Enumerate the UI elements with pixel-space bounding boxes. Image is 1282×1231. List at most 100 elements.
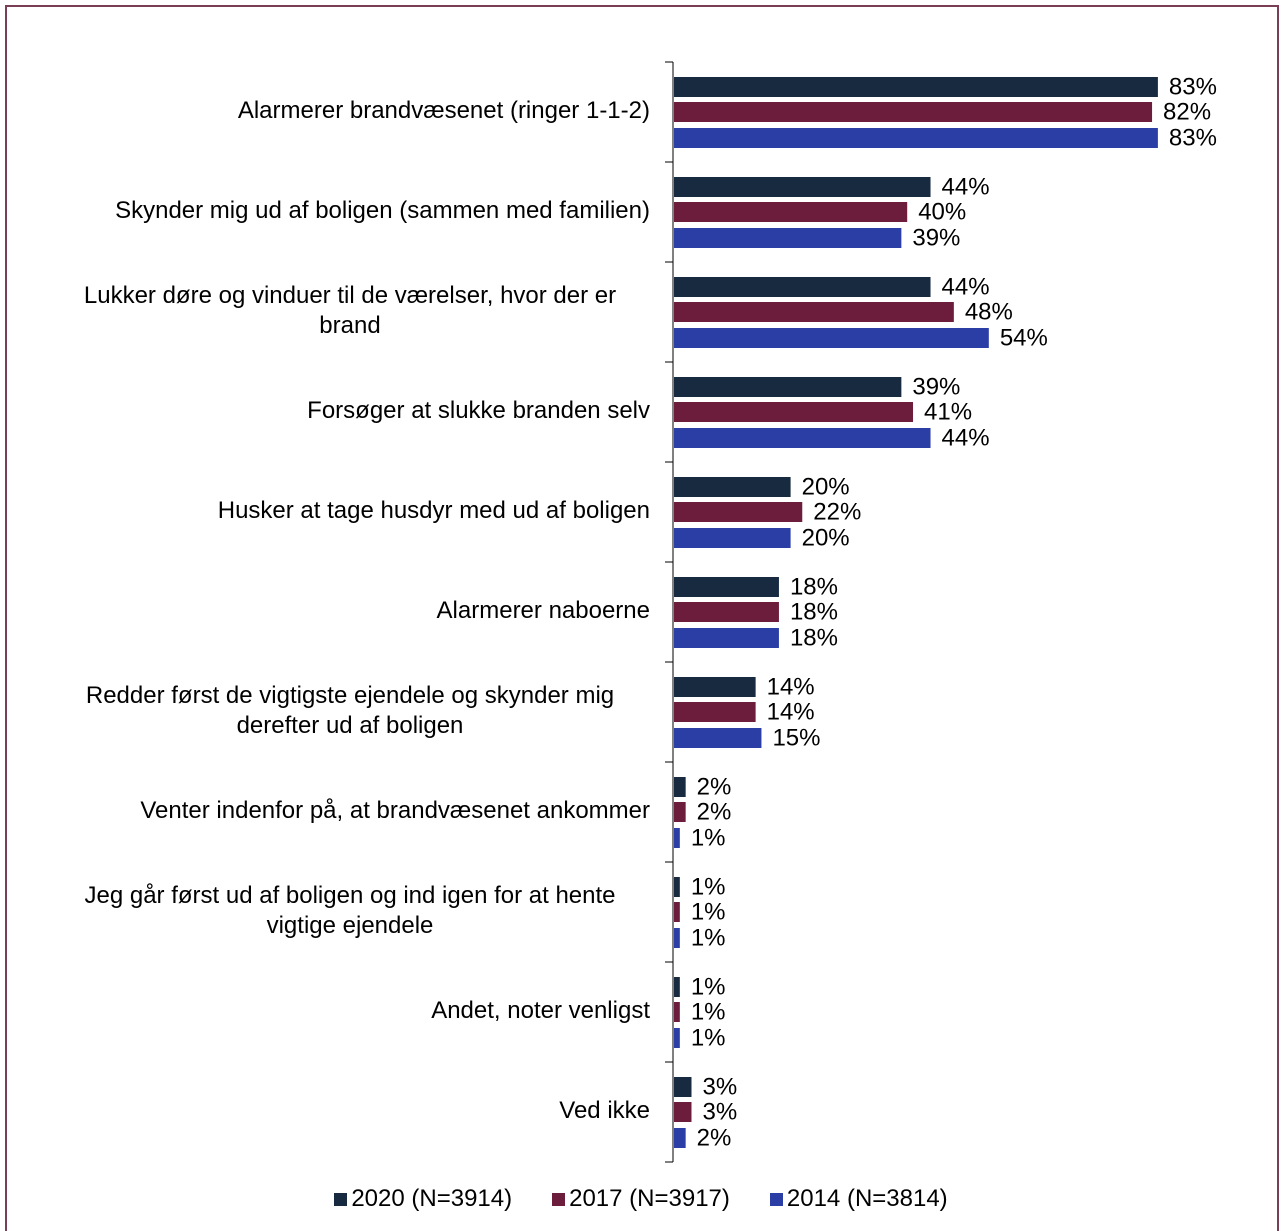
bar [674, 177, 931, 197]
category-label: Alarmerer naboerne [436, 597, 650, 624]
bar [674, 202, 908, 222]
value-label: 44% [942, 273, 990, 300]
value-label: 44% [942, 173, 990, 200]
category-label-box: Ved ikke [50, 1061, 650, 1161]
category-label: Forsøger at slukke branden selv [307, 397, 650, 424]
category-label-box: Redder først de vigtigste ejendele og sk… [50, 661, 650, 761]
value-label: 82% [1163, 98, 1211, 125]
bar [674, 277, 931, 297]
bar [674, 628, 779, 648]
category-label: Skynder mig ud af boligen (sammen med fa… [115, 197, 650, 224]
bar [674, 1028, 680, 1048]
bar [674, 902, 680, 922]
category-label: Lukker døre og vinduer til de værelser, … [83, 282, 617, 339]
category-label: Venter indenfor på, at brandvæsenet anko… [140, 797, 650, 824]
bar [674, 702, 756, 722]
value-label: 22% [813, 498, 861, 525]
bar [674, 877, 680, 897]
category-label-box: Jeg går først ud af boligen og ind igen … [50, 861, 650, 961]
value-label: 1% [691, 898, 726, 925]
value-label: 1% [691, 924, 726, 951]
value-label: 1% [691, 873, 726, 900]
bar [674, 928, 680, 948]
legend-swatch [334, 1192, 348, 1206]
value-label: 41% [924, 398, 972, 425]
bar [674, 302, 954, 322]
value-label: 48% [965, 298, 1013, 325]
value-label: 40% [918, 198, 966, 225]
category-label-box: Andet, noter venligst [50, 961, 650, 1061]
bar [674, 328, 989, 348]
bar [674, 77, 1158, 97]
value-label: 2% [697, 773, 732, 800]
value-label: 14% [767, 673, 815, 700]
bar [674, 728, 762, 748]
bar [674, 1102, 692, 1122]
category-label-box: Alarmerer brandvæsenet (ringer 1-1-2) [50, 61, 650, 161]
category-label-box: Forsøger at slukke branden selv [50, 361, 650, 461]
value-label: 83% [1169, 124, 1217, 151]
category-label: Redder først de vigtigste ejendele og sk… [85, 682, 615, 739]
frame [5, 5, 1279, 1231]
category-label-box: Alarmerer naboerne [50, 561, 650, 661]
value-label: 18% [790, 624, 838, 651]
bar [674, 377, 902, 397]
legend-item: 2014 (N=3814) [769, 1185, 948, 1213]
value-label: 3% [702, 1098, 737, 1125]
bar [674, 528, 791, 548]
value-label: 2% [697, 798, 732, 825]
bar [674, 677, 756, 697]
category-label-box: Husker at tage husdyr med ud af boligen [50, 461, 650, 561]
value-label: 3% [702, 1073, 737, 1100]
value-label: 1% [691, 973, 726, 1000]
bar [674, 402, 914, 422]
legend-label: 2020 (N=3914) [351, 1185, 513, 1212]
value-label: 18% [790, 598, 838, 625]
category-label-box: Lukker døre og vinduer til de værelser, … [50, 261, 650, 361]
bar [674, 1077, 692, 1097]
bar [674, 577, 779, 597]
legend: 2020 (N=3914) 2017 (N=3917) 2014 (N=3814) [0, 1185, 1282, 1213]
bar [674, 602, 779, 622]
value-label: 83% [1169, 73, 1217, 100]
category-label: Andet, noter venligst [431, 997, 650, 1024]
bar [674, 802, 686, 822]
value-label: 39% [912, 373, 960, 400]
category-label: Alarmerer brandvæsenet (ringer 1-1-2) [237, 97, 650, 124]
legend-label: 2014 (N=3814) [786, 1185, 948, 1212]
category-label: Husker at tage husdyr med ud af boligen [217, 497, 650, 524]
value-label: 18% [790, 573, 838, 600]
bar [674, 228, 902, 248]
value-label: 20% [802, 524, 850, 551]
legend-item: 2020 (N=3914) [334, 1185, 512, 1213]
bar [674, 102, 1153, 122]
legend-item: 2017 (N=3917) [552, 1185, 730, 1213]
value-label: 39% [912, 224, 960, 251]
value-label: 20% [802, 473, 850, 500]
legend-swatch [552, 1192, 566, 1206]
bar [674, 828, 680, 848]
value-label: 1% [691, 998, 726, 1025]
value-label: 2% [697, 1124, 732, 1151]
value-label: 15% [772, 724, 820, 751]
bar [674, 1128, 686, 1148]
bar [674, 428, 931, 448]
bar [674, 502, 803, 522]
value-label: 1% [691, 824, 726, 851]
legend-label: 2017 (N=3917) [569, 1185, 730, 1212]
bar [674, 777, 686, 797]
bar [674, 477, 791, 497]
value-label: 1% [691, 1024, 726, 1051]
bar [674, 977, 680, 997]
category-label: Jeg går først ud af boligen og ind igen … [84, 882, 616, 939]
value-label: 54% [1000, 324, 1048, 351]
legend-swatch [769, 1192, 783, 1206]
value-label: 44% [942, 424, 990, 451]
bar [674, 128, 1158, 148]
category-label-box: Skynder mig ud af boligen (sammen med fa… [50, 161, 650, 261]
category-label-box: Venter indenfor på, at brandvæsenet anko… [50, 761, 650, 861]
category-label: Ved ikke [559, 1097, 650, 1124]
bar [674, 1002, 680, 1022]
